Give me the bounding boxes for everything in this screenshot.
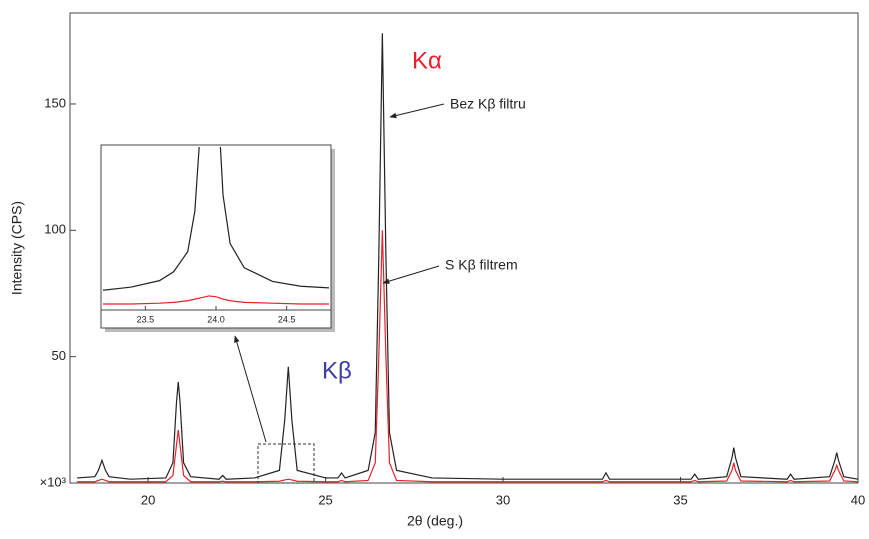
x-tick-label: 23.5 <box>137 314 155 324</box>
data-line <box>77 230 858 483</box>
x-tick-label: 25 <box>318 492 332 507</box>
y-tick-label: 100 <box>44 222 66 237</box>
x-tick-label: 24.0 <box>207 314 225 324</box>
data-line <box>103 147 329 291</box>
y-tick-label: ×10³ <box>40 474 67 489</box>
data-line <box>103 295 329 305</box>
annotation: Kβ <box>322 357 352 384</box>
y-tick-label: 50 <box>52 348 66 363</box>
x-tick-label: 24.5 <box>278 314 296 324</box>
main-plot: 20 25 30 35 40 ×10³ 50 100 150 <box>40 12 865 507</box>
zoom-arrow <box>234 335 267 443</box>
y-tick-label: 150 <box>44 95 66 110</box>
data-line <box>77 33 858 480</box>
annotation: S Kβ filtrem <box>445 257 518 273</box>
inset-frame <box>100 144 332 329</box>
annotation: Kα <box>412 47 442 74</box>
annotation: Bez Kβ filtru <box>450 96 526 112</box>
x-tick-label: 30 <box>496 492 510 507</box>
inset-plot: 23.5 24.0 24.5 <box>100 144 335 332</box>
x-axis-label: 2θ (deg.) <box>407 513 463 529</box>
zoom-box <box>257 443 315 484</box>
plot-frame <box>69 12 859 484</box>
x-tick-label: 35 <box>673 492 687 507</box>
y-axis-label: Intensity (CPS) <box>9 201 25 295</box>
annotation-arrow <box>389 103 445 119</box>
x-tick-label: 20 <box>141 492 155 507</box>
annotation-arrow <box>382 265 440 284</box>
x-tick-label: 40 <box>851 492 865 507</box>
